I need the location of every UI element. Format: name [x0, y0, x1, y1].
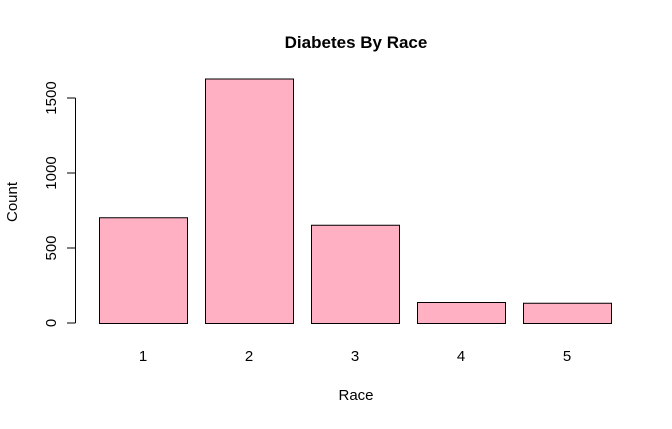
y-axis-label: Count: [4, 181, 21, 222]
bar-group: [99, 78, 612, 324]
bar-4: [417, 302, 506, 324]
x-axis: 1 2 3 4 5: [139, 348, 571, 365]
y-tick-label: 0: [43, 319, 60, 327]
y-tick-label: 500: [43, 235, 60, 260]
x-tick-label: 3: [351, 348, 359, 365]
y-axis: 0 500 1000 1500: [43, 81, 76, 327]
bar-1: [99, 217, 188, 324]
bar-3: [311, 224, 400, 324]
y-tick-label: 1000: [43, 156, 60, 189]
x-axis-label: Race: [338, 387, 373, 404]
y-tick-label: 1500: [43, 81, 60, 114]
x-tick-label: 2: [245, 348, 253, 365]
x-tick-label: 1: [139, 348, 147, 365]
x-tick-label: 5: [563, 348, 571, 365]
bar-2: [205, 78, 294, 324]
chart-title: Diabetes By Race: [285, 33, 428, 52]
x-tick-label: 4: [457, 348, 465, 365]
bar-5: [523, 302, 612, 324]
